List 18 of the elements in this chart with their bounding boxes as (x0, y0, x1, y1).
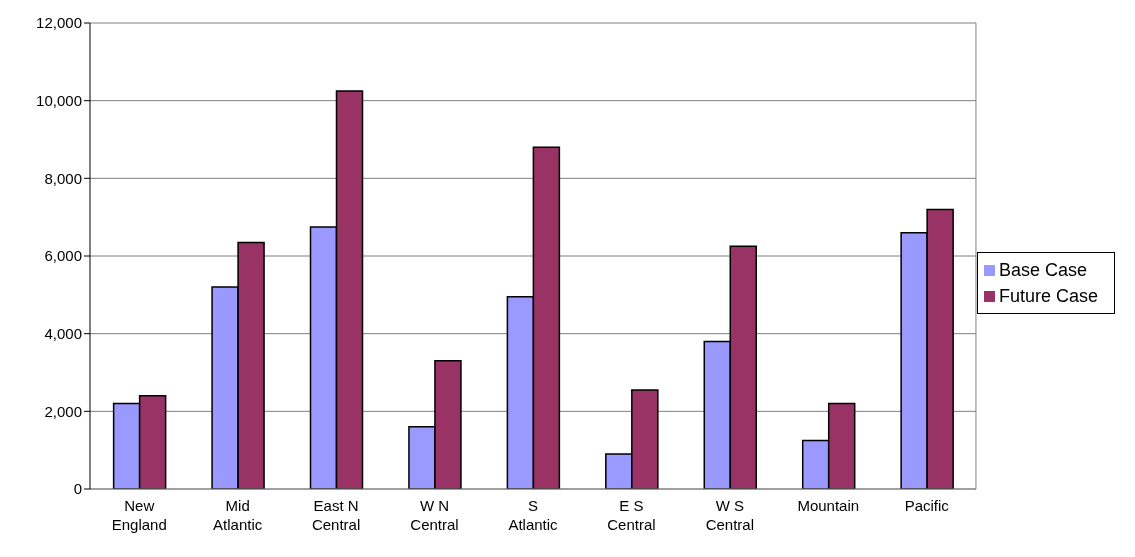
x-tick-label: New England (111, 497, 167, 533)
y-tick-label: 12,000 (36, 14, 82, 32)
x-tick-label: E S Central (607, 497, 656, 533)
y-tick-label: 4,000 (44, 324, 82, 342)
y-tick-label: 6,000 (44, 247, 82, 265)
x-tick-label: W S Central (705, 497, 755, 533)
x-tick-label: W N Central (410, 497, 459, 533)
y-tick-label: 2,000 (44, 402, 82, 420)
y-tick-label: 0 (73, 480, 82, 498)
x-tick-label: S Atlantic (508, 497, 559, 533)
legend-label: Base Case (998, 259, 1088, 280)
y-tick-label: 8,000 (44, 169, 82, 187)
x-tick-label: Mid Atlantic (213, 497, 263, 533)
legend-label: Future Case (998, 285, 1098, 306)
x-tick-label: Pacific (904, 497, 950, 514)
x-tick-label: East N Central (311, 497, 361, 533)
y-tick-label: 10,000 (36, 91, 82, 109)
x-tick-label: Mountain (797, 497, 860, 514)
